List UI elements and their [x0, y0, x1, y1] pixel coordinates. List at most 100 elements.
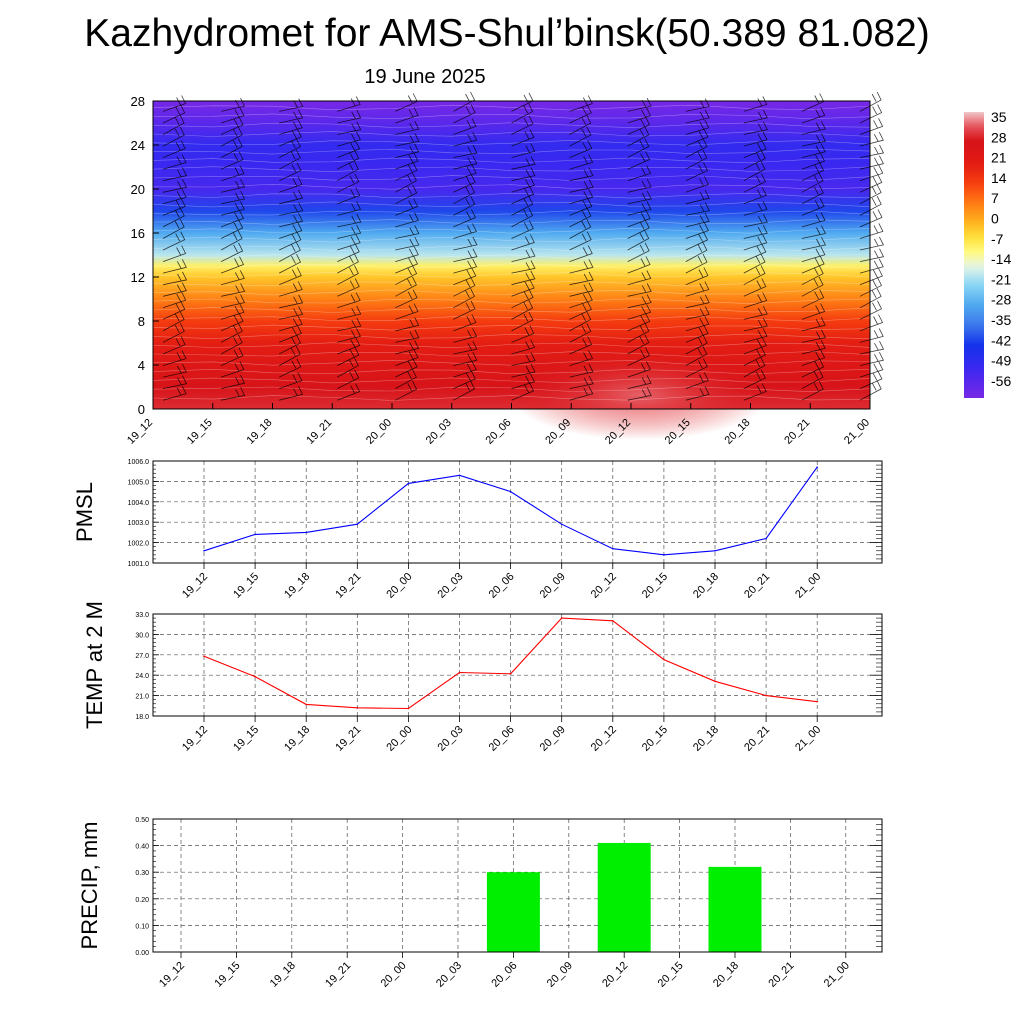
wind-barb [220, 361, 245, 378]
wind-barb [220, 347, 244, 366]
wind-barb [279, 128, 302, 147]
wind-barb [279, 119, 303, 135]
wind-barb [279, 294, 304, 309]
wind-barb [801, 152, 826, 170]
wind-barb [220, 151, 244, 170]
wind-barb [743, 109, 768, 124]
wind-barb [743, 140, 767, 158]
wind-barb [453, 370, 476, 389]
wind-barb [162, 218, 185, 239]
x-tick-label: 20_03 [434, 960, 464, 990]
wind-barb [627, 361, 651, 378]
wind-barb [743, 265, 766, 286]
colorbar-label: -35 [991, 312, 1011, 328]
wind-barb [511, 103, 534, 124]
y-tick-label: 8 [138, 314, 145, 329]
wind-barb [220, 210, 245, 228]
isotherm-line [152, 254, 871, 261]
wind-barb [859, 277, 883, 297]
wind-barb [627, 165, 652, 182]
y-tick-label: 0.40 [135, 844, 149, 851]
temp-data-point [458, 671, 461, 674]
wind-barb [395, 152, 419, 170]
wind-barb [453, 352, 478, 366]
wind-barb [569, 311, 592, 332]
y-tick-label: 1003.0 [128, 520, 150, 527]
x-tick-label: 19_15 [185, 417, 215, 447]
temp-data-point [254, 675, 256, 678]
wind-barb [685, 202, 710, 216]
wind-barb [279, 138, 301, 158]
x-tick-label: 20_06 [487, 571, 517, 601]
wind-barb [743, 328, 768, 343]
wind-barb [859, 132, 884, 147]
wind-barb [627, 201, 652, 216]
wind-barb [395, 303, 419, 320]
wind-barb [337, 383, 361, 401]
precip-ylabel: PRECIP, mm [77, 822, 102, 950]
colorbar-label: 28 [991, 129, 1007, 145]
wind-barb [859, 352, 884, 366]
isotherm-line [152, 131, 871, 137]
wind-barb [801, 317, 826, 332]
wind-barb [685, 334, 708, 355]
temp-data-point [714, 680, 716, 683]
wind-barb [162, 114, 185, 135]
wind-barb [453, 380, 476, 401]
wind-barb [743, 292, 768, 309]
wind-barb [569, 207, 592, 228]
precip-bar [486, 872, 540, 952]
wind-barb [395, 265, 418, 286]
wind-barb [627, 313, 651, 332]
wind-barb [801, 212, 826, 228]
wind-barb [569, 336, 593, 355]
wind-barb [453, 300, 476, 320]
wind-barb [337, 317, 362, 332]
wind-barb [220, 126, 243, 147]
wind-barb [220, 138, 243, 158]
x-tick-label: 19_18 [282, 724, 312, 754]
pmsl-data-point [816, 466, 818, 468]
y-tick-label: 1006.0 [128, 459, 150, 466]
pmsl-data-point [254, 533, 256, 536]
x-tick-label: 19_12 [125, 417, 155, 447]
wind-barb [801, 255, 825, 274]
wind-barb [743, 201, 768, 216]
pmsl-panel: 1001.0 1002.0 1003.0 1004.0 1005.0 1006.0 19_1… [72, 459, 883, 601]
pmsl-data-point [203, 549, 205, 552]
wind-barb [453, 209, 477, 228]
wind-barb [337, 234, 361, 251]
wind-barb [743, 346, 766, 366]
isotherm-line [152, 236, 871, 243]
wind-barb [162, 189, 187, 205]
isotherm-line [152, 113, 871, 120]
wind-barb [685, 267, 709, 286]
wind-barb [627, 210, 651, 228]
precip-bar [597, 842, 651, 952]
y-tick-label: 20 [131, 182, 145, 197]
isotherm-line [152, 342, 871, 349]
isotherm-line [152, 368, 871, 375]
x-tick-label: 19_15 [231, 724, 261, 754]
wind-barb [859, 144, 885, 158]
y-tick-label: 27.0 [135, 653, 149, 660]
wind-barb [743, 253, 766, 274]
isotherm-line [152, 315, 871, 322]
colorbar: 35 28 21 14 7 0 -7 -14 -21 -28 -35 -42 -49 -56 [964, 109, 1011, 398]
wind-barb [511, 325, 535, 343]
wind-barb [453, 267, 477, 286]
wind-barb [279, 325, 302, 343]
temp-data-point [509, 673, 512, 675]
wind-barb [511, 207, 534, 228]
wind-barb [859, 370, 883, 389]
wind-barb [859, 328, 884, 343]
wind-barb [627, 270, 652, 286]
wind-barb [801, 236, 826, 251]
wind-barb [859, 165, 884, 182]
y-tick-label: 18.0 [135, 714, 149, 721]
x-tick-label: 21_00 [822, 960, 852, 990]
wind-barb [569, 198, 593, 216]
wind-barb [511, 311, 534, 332]
